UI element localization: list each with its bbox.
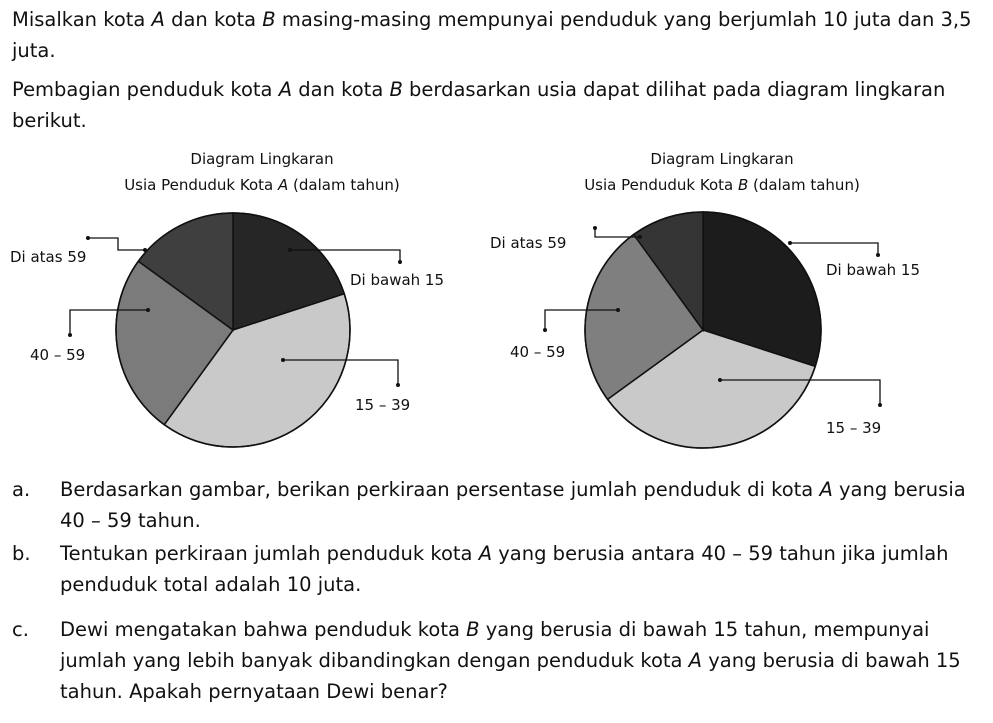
leader-line [720, 379, 881, 405]
leader-dot [68, 333, 72, 337]
question-label: a. [12, 478, 31, 501]
leader-line [88, 237, 145, 251]
leader-line [790, 242, 879, 255]
question-text: Dewi mengatakan bahwa penduduk kota B ya… [60, 614, 972, 707]
leader-dot [593, 226, 597, 230]
subtitle-part: B [738, 176, 748, 194]
slice-label: 40 – 59 [30, 346, 85, 364]
italic-text: A [478, 542, 493, 565]
slice-label: 40 – 59 [510, 343, 565, 361]
slice-label: Di bawah 15 [350, 271, 444, 289]
text: dan kota [292, 78, 390, 101]
text: Berdasarkan gambar, berikan perkiraan pe… [60, 478, 820, 501]
pie-outline [115, 212, 351, 448]
italic-text: A [819, 478, 833, 501]
text: yang berusia 40 – 59 tahun. [60, 478, 966, 532]
subtitle-part: Usia Penduduk Kota [584, 176, 738, 194]
italic-text: B [262, 8, 276, 31]
leader-dot [616, 308, 620, 312]
slice-label: 15 – 39 [355, 396, 410, 414]
italic-text: A [278, 78, 293, 101]
paragraph: Pembagian penduduk kota A dan kota B ber… [12, 74, 977, 136]
subtitle-part: Usia Penduduk Kota [124, 176, 278, 194]
question-text: Tentukan perkiraan jumlah penduduk kota … [60, 538, 972, 600]
leader-line [290, 249, 401, 262]
paragraph: Misalkan kota A dan kota B masing-masing… [12, 4, 977, 66]
text: yang berusia di bawah 15 tahun, mempunya… [60, 618, 930, 672]
slice-label: 15 – 39 [826, 419, 881, 437]
leader-dot [878, 403, 882, 407]
text: yang berusia di bawah 15 tahun. Apakah p… [60, 649, 961, 703]
subtitle-part: A [277, 176, 288, 194]
leader-dot [718, 378, 722, 382]
question-label: c. [12, 618, 29, 641]
leader-dot [281, 358, 285, 362]
leader-dot [396, 383, 400, 387]
text: masing-masing mempunyai penduduk yang be… [12, 8, 972, 62]
text: dan kota [164, 8, 263, 31]
italic-text: A [688, 649, 703, 672]
question-label: b. [12, 542, 31, 565]
italic-text: A [151, 8, 165, 31]
leader-dot [288, 248, 292, 252]
chart-subtitle: Usia Penduduk Kota B (dalam tahun) [584, 176, 860, 194]
leader-dot [143, 248, 147, 252]
question-text: Berdasarkan gambar, berikan perkiraan pe… [60, 474, 972, 536]
leader-dot [788, 241, 792, 245]
leader-line [283, 359, 399, 385]
leader-line [544, 309, 618, 330]
subtitle-part: (dalam tahun) [748, 176, 860, 194]
text: yang berusia antara 40 – 59 tahun jika j… [60, 542, 949, 596]
leader-dot [86, 236, 90, 240]
subtitle-part: (dalam tahun) [288, 176, 400, 194]
leader-dot [398, 260, 402, 264]
leader-line [594, 228, 640, 238]
leader-dot [146, 308, 150, 312]
leader-line [69, 309, 148, 335]
text: Tentukan perkiraan jumlah penduduk kota [60, 542, 479, 565]
text: Misalkan kota [12, 8, 152, 31]
text: Pembagian penduduk kota [12, 78, 279, 101]
text: berdasarkan usia dapat dilihat pada diag… [12, 78, 946, 132]
chart-subtitle: Usia Penduduk Kota A (dalam tahun) [124, 176, 400, 194]
slice-label: Di bawah 15 [826, 261, 920, 279]
slice-label: Di atas 59 [10, 248, 86, 266]
chart-title: Diagram Lingkaran [190, 150, 333, 168]
question: b. Tentukan perkiraan jumlah penduduk kot… [12, 538, 972, 600]
text: Dewi mengatakan bahwa penduduk kota [60, 618, 467, 641]
italic-text: B [389, 78, 403, 101]
chart-title: Diagram Lingkaran [650, 150, 793, 168]
leader-dot [638, 235, 642, 239]
pie-outline [584, 211, 822, 449]
leader-dot [876, 253, 880, 257]
italic-text: B [466, 618, 480, 641]
question: a. Berdasarkan gambar, berikan perkiraan … [12, 474, 972, 536]
leader-dot [543, 328, 547, 332]
slice-label: Di atas 59 [490, 234, 566, 252]
question: c. Dewi mengatakan bahwa penduduk kota B … [12, 614, 972, 707]
charts: Diagram Lingkaran Usia Penduduk Kota A (d… [10, 150, 920, 449]
